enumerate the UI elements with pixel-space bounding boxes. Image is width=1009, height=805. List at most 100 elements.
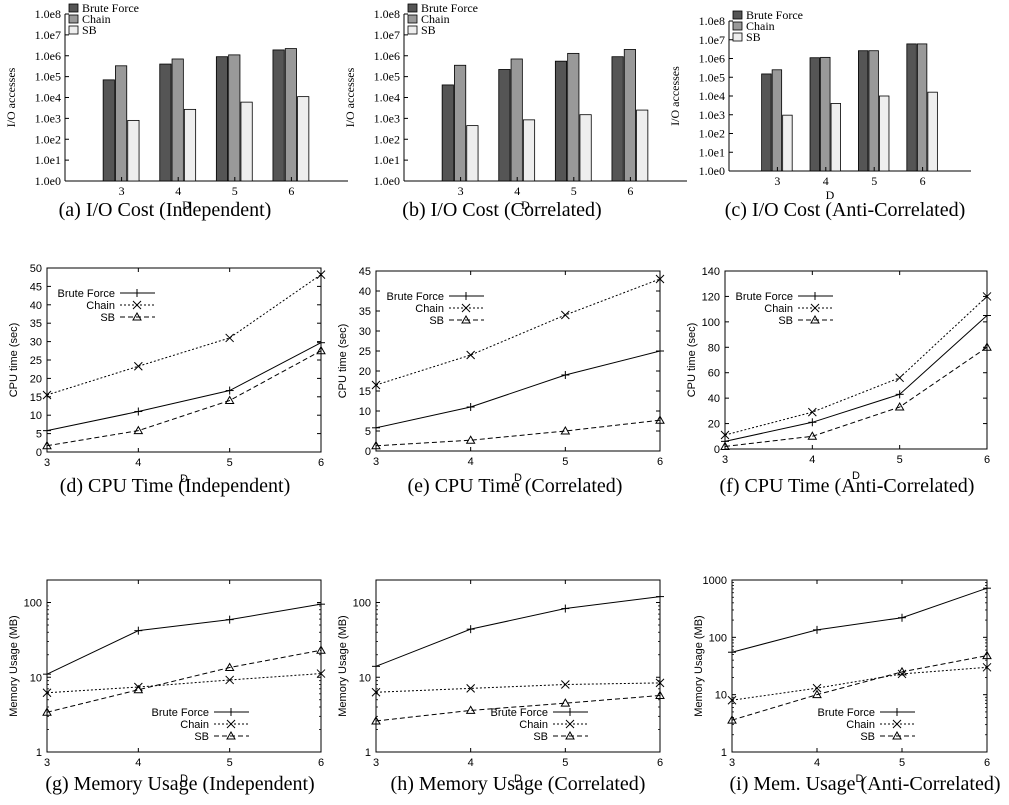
y-tick-label: 1.0e2 <box>374 132 400 146</box>
point-sb <box>982 342 992 351</box>
bar-chain <box>454 64 467 182</box>
x-tick-label: 6 <box>920 174 926 188</box>
series-line-sb <box>46 350 322 447</box>
point-sb <box>133 425 144 435</box>
x-tick-label: 4 <box>468 757 474 769</box>
x-tick-label: 3 <box>729 757 735 769</box>
caption: (c) I/O Cost (Anti-Correlated) <box>725 199 965 221</box>
x-axis-label: D <box>180 773 188 785</box>
bar-chain <box>171 58 184 182</box>
point-chain-d <box>225 333 235 343</box>
y-tick-label: 140 <box>702 266 720 278</box>
y-tick-label: 1.0e6 <box>374 49 400 63</box>
legend-marker <box>132 311 142 321</box>
y-tick-label: 10 <box>30 672 42 684</box>
y-tick-label: 1.0e7 <box>35 28 61 42</box>
y-axis-label: I/O accesses <box>343 67 357 127</box>
series-line-brute-force <box>46 603 322 675</box>
x-tick-label: 5 <box>562 757 568 769</box>
y-tick-label: 1.0e7 <box>374 28 400 42</box>
series-line-brute-force <box>731 587 988 653</box>
chart-panel-a: 1.0e0 1.0e1 1.0e2 1.0e3 1.0e4 1.0e5 1.0e6 1.0e7… <box>4 1 348 221</box>
point-chain-d <box>42 688 52 698</box>
series-line-sb <box>731 655 988 721</box>
y-tick-label: 1.0e8 <box>35 7 61 21</box>
bar-sb <box>183 108 197 182</box>
caption: (b) I/O Cost (Correlated) <box>402 199 601 221</box>
y-tick-label: 25 <box>359 346 371 358</box>
x-tick-label: 6 <box>318 757 324 769</box>
y-tick-label: 10 <box>359 406 371 418</box>
series-line-chain <box>46 673 322 694</box>
point-sb <box>655 415 665 424</box>
legend-marker <box>461 314 471 324</box>
y-tick-label: 1.0e2 <box>35 132 61 146</box>
point-sb <box>133 684 144 694</box>
point-sb <box>371 440 381 450</box>
caption: (h) Memory Usage (Correlated) <box>391 773 646 795</box>
caption: (g) Memory Usage (Independent) <box>45 773 314 795</box>
y-tick-label: 120 <box>702 291 720 303</box>
y-tick-label: 1.0e7 <box>699 33 725 47</box>
y-tick-label: 35 <box>359 306 371 318</box>
legend-swatch <box>407 25 418 35</box>
legend-label: SB <box>82 23 97 37</box>
bar-brute-force <box>554 60 568 182</box>
x-tick-label: 4 <box>135 457 141 469</box>
legend-swatch <box>407 3 418 13</box>
point-chain-d <box>655 274 665 284</box>
bar-brute-force <box>498 69 511 182</box>
y-tick-label: 40 <box>359 286 371 298</box>
x-tick-label: 4 <box>514 184 520 198</box>
point-chain-d <box>560 310 570 320</box>
bar-sb <box>297 96 310 182</box>
x-tick-label: 6 <box>627 184 633 198</box>
x-tick-label: 6 <box>984 757 990 769</box>
x-tick-label: 3 <box>373 757 379 769</box>
x-tick-label: 3 <box>44 457 50 469</box>
legend-swatch <box>68 25 79 35</box>
y-tick-label: 1.0e6 <box>699 52 725 66</box>
bar-chain <box>284 48 297 182</box>
x-tick-label: 4 <box>809 454 815 466</box>
plot-frame <box>46 579 322 753</box>
bar-sb <box>879 95 890 172</box>
plot-frame <box>724 270 988 450</box>
point-sb <box>727 715 737 724</box>
legend-label: Chain <box>415 303 444 315</box>
plot-frame <box>375 270 661 452</box>
bar-brute-force <box>761 73 772 172</box>
series-line-brute-force <box>375 596 661 667</box>
y-axis-label: CPU time (sec) <box>8 323 20 398</box>
x-tick-label: 3 <box>774 174 780 188</box>
point-sb <box>224 662 235 672</box>
y-tick-label: 1.0e5 <box>374 70 400 84</box>
y-tick-label: 1.0e4 <box>699 89 725 103</box>
bar-sb <box>240 101 253 182</box>
bar-brute-force <box>102 79 115 182</box>
point-sb <box>42 440 52 450</box>
bar-brute-force <box>906 43 917 172</box>
y-tick-label: 40 <box>30 300 42 312</box>
legend-label: Brute Force <box>421 1 478 15</box>
x-tick-label: 3 <box>44 757 50 769</box>
x-axis-label: D <box>521 198 530 212</box>
point-sb <box>982 650 992 660</box>
y-tick-label: 20 <box>359 366 371 378</box>
bar-chain <box>771 69 783 172</box>
y-axis-label: CPU time (sec) <box>686 323 698 398</box>
point-chain-d <box>133 361 143 371</box>
y-axis-label: I/O accesses <box>4 67 18 127</box>
y-tick-label: 1.0e8 <box>699 14 725 28</box>
x-tick-label: 5 <box>232 184 238 198</box>
point-sb <box>894 402 905 411</box>
series-line-chain <box>375 682 661 693</box>
legend-marker-d <box>565 719 575 729</box>
legend-label: Chain <box>82 12 111 26</box>
point-chain-d <box>560 680 570 689</box>
legend-label: Chain <box>746 19 775 33</box>
legend-marker <box>810 314 820 324</box>
y-tick-label: 1.0e5 <box>699 70 725 84</box>
y-tick-label: 1.0e3 <box>699 108 725 122</box>
